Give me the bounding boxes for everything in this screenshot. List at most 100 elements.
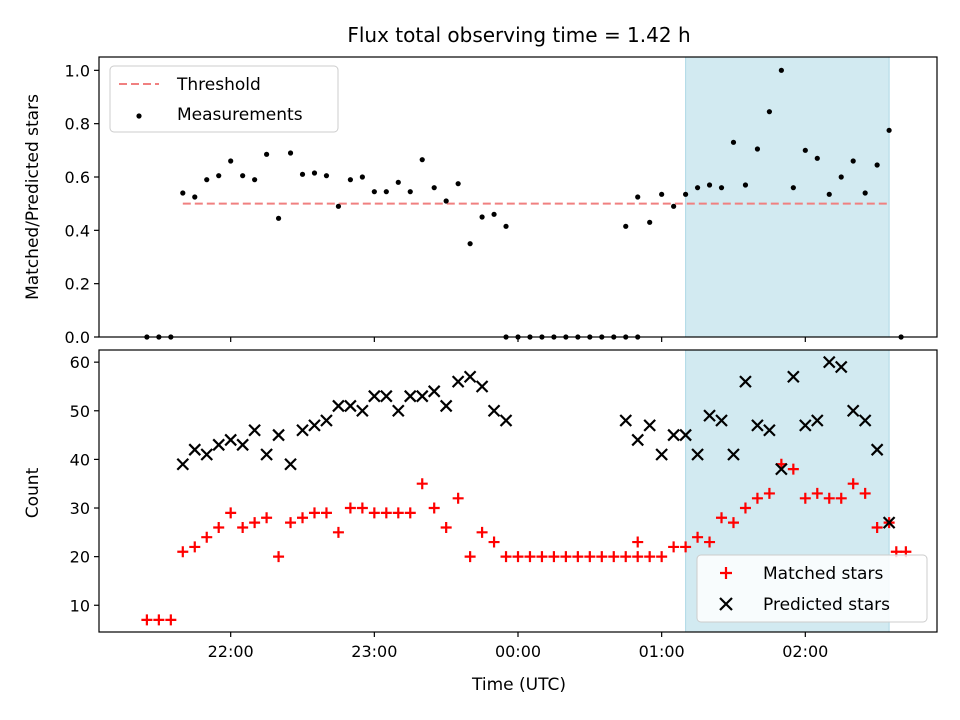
- legend-box: [696, 554, 928, 623]
- data-point: [560, 551, 572, 563]
- data-point: [668, 541, 680, 553]
- legend-bottom: Matched stars Predicted stars: [696, 554, 928, 623]
- data-point: [778, 67, 784, 73]
- data-point: [427, 385, 441, 398]
- data-point: [228, 158, 234, 164]
- data-point: [332, 526, 344, 538]
- y-tick-label: 60: [70, 353, 90, 372]
- data-point: [192, 194, 198, 200]
- data-point: [452, 492, 464, 504]
- data-point: [439, 399, 453, 413]
- x-tick-label: 23:00: [351, 642, 397, 661]
- data-point: [403, 389, 417, 403]
- data-point: [356, 404, 369, 418]
- data-point: [790, 185, 796, 191]
- data-point: [799, 419, 812, 432]
- data-point: [596, 551, 608, 563]
- data-point: [763, 423, 776, 437]
- data-point: [177, 546, 189, 558]
- data-point: [308, 507, 320, 519]
- data-point: [212, 438, 225, 452]
- data-point: [871, 521, 883, 533]
- highlight-span: [685, 56, 890, 338]
- data-point: [320, 507, 332, 519]
- legend-box: [109, 65, 339, 133]
- data-point: [870, 443, 884, 456]
- data-point: [260, 448, 273, 461]
- data-point: [392, 507, 404, 519]
- legend-predicted-swatch: [719, 597, 733, 611]
- data-point: [548, 551, 560, 563]
- y-tick-label: 0.0: [65, 328, 90, 347]
- data-point: [188, 443, 202, 456]
- data-point: [536, 551, 548, 563]
- data-point: [249, 517, 261, 529]
- data-point: [443, 198, 449, 204]
- data-point: [440, 521, 452, 533]
- data-point: [189, 541, 201, 553]
- data-point: [261, 512, 273, 524]
- data-point: [237, 521, 249, 533]
- data-point: [500, 551, 512, 563]
- data-point: [165, 614, 177, 626]
- x-tick-label: 00:00: [495, 642, 541, 661]
- data-point: [716, 512, 728, 524]
- data-point: [252, 177, 258, 183]
- data-point: [775, 462, 788, 476]
- data-point: [503, 223, 509, 229]
- data-point: [320, 414, 333, 427]
- bottom-y-axis-label: Count: [23, 467, 43, 518]
- data-point: [727, 448, 740, 461]
- x-axis-label: Time (UTC): [471, 675, 566, 695]
- data-point: [847, 478, 859, 490]
- data-point: [524, 551, 536, 563]
- data-point: [766, 109, 773, 115]
- data-point: [415, 389, 429, 403]
- data-point: [359, 174, 365, 180]
- data-point: [180, 190, 186, 196]
- data-point: [347, 177, 353, 183]
- data-point: [368, 507, 380, 519]
- legend-predicted-label: Predicted stars: [763, 595, 890, 615]
- data-point: [284, 457, 297, 471]
- data-point: [858, 414, 872, 427]
- chart-title: Flux total observing time = 1.42 h: [347, 23, 690, 47]
- y-tick-label: 20: [70, 548, 90, 567]
- data-point: [655, 448, 668, 461]
- data-point: [201, 531, 213, 543]
- data-point: [751, 492, 763, 504]
- data-point: [491, 211, 497, 217]
- x-tick-label: 01:00: [639, 642, 685, 661]
- data-point: [706, 182, 713, 188]
- data-point: [356, 502, 368, 514]
- y-tick-label: 0.8: [65, 115, 90, 134]
- data-point: [632, 536, 644, 548]
- data-point: [248, 423, 261, 437]
- data-point: [620, 551, 632, 563]
- data-point: [332, 399, 345, 413]
- data-point: [584, 551, 596, 563]
- data-point: [371, 189, 377, 195]
- data-point: [826, 191, 832, 197]
- data-point: [811, 487, 823, 499]
- data-point: [683, 191, 689, 197]
- data-point: [739, 375, 752, 388]
- data-point: [204, 177, 210, 183]
- data-point: [308, 419, 321, 432]
- data-point: [811, 414, 824, 427]
- data-point: [240, 173, 246, 179]
- data-point: [416, 478, 428, 490]
- data-point: [715, 414, 728, 427]
- data-point: [704, 536, 716, 548]
- data-point: [273, 551, 285, 563]
- data-point: [671, 203, 677, 209]
- data-point: [275, 215, 282, 221]
- data-point: [631, 433, 644, 447]
- data-point: [335, 203, 342, 209]
- data-point: [395, 179, 401, 185]
- data-point: [823, 492, 835, 504]
- data-point: [488, 536, 500, 548]
- y-tick-label: 10: [70, 596, 90, 615]
- data-point: [572, 551, 584, 563]
